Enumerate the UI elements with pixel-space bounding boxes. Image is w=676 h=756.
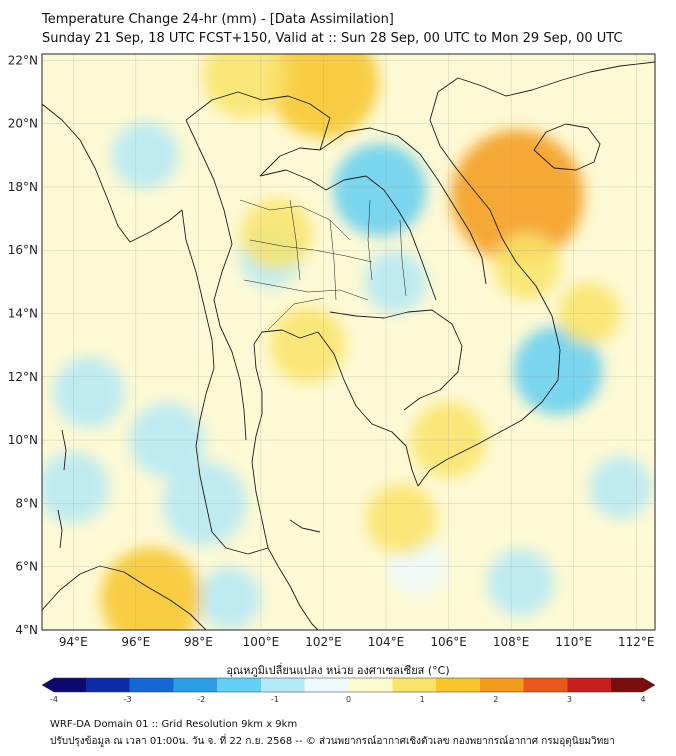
coastline-sumatra [42,565,207,630]
anomaly-blob-10 [198,567,261,630]
border-china-north [185,91,331,177]
colorbar-tick-label: 1 [420,695,425,704]
colorbar-tick-label: -1 [271,695,279,704]
lat-label: 22°N [8,53,38,67]
coastline-myanmar-west [42,103,269,555]
colorbar-tick-label: 0 [346,695,351,704]
chart-subtitle: Sunday 21 Sep, 18 UTC FCST+150, Valid at… [42,31,623,46]
footer-credit: ปรับปรุงข้อมูล ณ เวลา 01:00น. วัน จ. ที่… [50,736,615,747]
lat-label: 14°N [8,307,38,321]
anomaly-blob-4 [53,357,125,429]
border-laos-vietnam [319,127,487,285]
lat-label: 12°N [8,370,38,384]
lon-label: 94°E [59,635,88,649]
lon-label: 98°E [184,635,213,649]
coastline-andaman-islands [57,429,67,549]
lon-label: 102°E [305,635,342,649]
lon-label: 112°E [618,635,655,649]
anomaly-blob-3 [129,402,205,478]
border-cambodia [329,309,463,411]
colorbar-tick-label: 4 [640,695,645,704]
colorbar-tick-label: 3 [567,695,572,704]
latitude-labels: 22°N 20°N 18°N 16°N 14°N 12°N 10°N 8°N 6°N 4°N [8,53,38,637]
anomaly-blob-0 [333,143,427,237]
chart-title: Temperature Change 24-hr (mm) - [Data As… [42,12,394,27]
footer-model-info: WRF-DA Domain 01 :: Grid Resolution 9km … [50,719,298,730]
border-laos-thailand [259,169,437,301]
lon-label: 106°E [430,635,467,649]
anomaly-blob-7 [487,549,554,616]
anomaly-blob-20 [240,198,313,270]
anomaly-blob-8 [364,250,427,314]
border-thai-provinces [239,199,407,331]
lat-label: 8°N [15,496,38,510]
anomaly-blob-14 [268,54,379,138]
lat-label: 6°N [15,560,38,574]
colorbar-tick-label: -2 [197,695,205,704]
coastline-cambodia-vietnam [417,61,655,487]
colorbar-ticks: -4 -3 -2 -1 0 1 2 3 4 [50,695,646,704]
anomaly-blob-18 [410,402,487,478]
anomaly-blob-2 [162,461,247,546]
lat-label: 4°N [15,623,38,637]
lon-label: 108°E [493,635,530,649]
lat-label: 16°N [8,243,38,257]
anomaly-blob-5 [111,121,179,189]
lat-label: 20°N [8,117,38,131]
anomaly-blob-6 [42,451,109,524]
lon-label: 96°E [121,635,150,649]
anomaly-blob-11 [589,456,652,519]
lon-label: 110°E [555,635,592,649]
colorbar-tick-label: -4 [50,695,58,704]
anomaly-blob-19 [366,483,438,555]
colorbar-label: อุณหภูมิเปลี่ยนแปลง หน่วย องศาเซลเซียส (… [226,664,450,677]
lon-label: 104°E [368,635,405,649]
anomaly-blob-17 [270,307,346,383]
anomaly-blob-22 [558,282,621,345]
lat-label: 18°N [8,180,38,194]
temperature-anomaly-field [42,54,652,630]
anomaly-blob-1 [513,326,603,415]
map-frame [41,53,656,631]
anomaly-blob-21 [493,232,561,300]
colorbar-scale [41,677,656,693]
coastlines-and-borders [42,61,655,630]
border-myanmar-thailand [185,119,247,441]
coastline-thai-gulf [251,329,419,549]
coastline-hainan [533,123,601,171]
colorbar-tick-label: 2 [493,695,498,704]
anomaly-blob-13 [450,130,584,263]
colorbar: -4 -3 -2 -1 0 1 2 3 4 [41,677,656,704]
colorbar-tick-label: -3 [124,695,132,704]
lat-label: 10°N [8,433,38,447]
anomaly-blob-16 [203,54,288,119]
longitude-labels: 94°E 96°E 98°E 100°E 102°E 104°E 106°E 108°E 110… [59,635,655,649]
lon-label: 100°E [243,635,280,649]
coastline-malay-peninsula [267,547,319,630]
border-malaysia [289,519,321,533]
